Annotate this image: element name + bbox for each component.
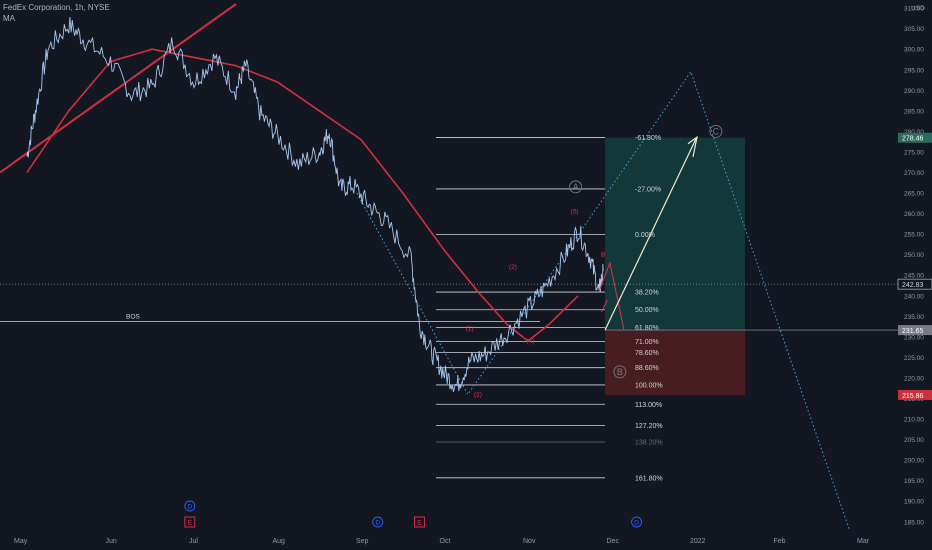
price-tick-label: 250.00 [904,252,924,259]
bos-label: BOS [126,314,140,321]
moving-average-line[interactable] [26,48,579,342]
price-tick-label: 230.00 [904,334,924,341]
price-tick-label: 220.00 [904,375,924,382]
fib-level-label: 50.00% [635,307,659,314]
wave-label: C [713,126,720,136]
wave-label: (1) [466,326,474,333]
price-tick-label: 305.00 [904,26,924,33]
time-tick-label: Jul [189,538,198,545]
price-tag-label: 242.83 [902,282,924,289]
time-tick-label: Jun [106,538,117,545]
time-tick-label: Sep [356,538,369,545]
price-tick-label: 195.00 [904,478,924,485]
forecast-path[interactable] [598,261,625,331]
time-tick-label: Oct [440,538,451,545]
event-label: D [187,504,192,511]
wave-label: (4) [527,338,535,345]
price-tick-label: 210.00 [904,417,924,424]
forecast-arrow[interactable] [604,138,697,331]
price-tag-label: 231.65 [902,328,924,335]
price-tag [897,278,932,290]
wave-connector [601,299,608,313]
time-tick-label: 2022 [690,538,706,545]
price-tick-label: 275.00 [904,149,924,156]
price-tag-label: 278.46 [902,136,924,143]
fib-level-label: 127.20% [635,423,663,430]
wave-label: B [601,252,605,259]
wave-label: (2) [509,264,517,271]
price-tick-label: 270.00 [904,170,924,177]
long-stop-zone[interactable] [605,330,745,395]
price-tick-label: 205.00 [904,437,924,444]
wave-label-circle [569,180,583,194]
price-tick-label: 260.00 [904,211,924,218]
price-tick-label: 265.00 [904,191,924,198]
event-label: E [417,520,422,527]
price-tick-label: 295.00 [904,67,924,74]
fib-level-label: 100.00% [635,382,663,389]
price-tag [898,132,932,143]
price-tick-label: 245.00 [904,273,924,280]
price-tick-label: 255.00 [904,232,924,239]
price-tick-label: 200.00 [904,458,924,465]
wave-label-circle [613,365,627,379]
price-tick-label: 225.00 [904,355,924,362]
wave-label: A [573,182,579,192]
earnings-event-icon[interactable] [184,516,196,528]
price-tick-label: 190.00 [904,499,924,506]
price-tick-label: 300.00 [904,47,924,54]
fib-level-label: 88.60% [635,365,659,372]
fib-level-label: 38.20% [635,290,659,297]
long-target-zone[interactable] [605,137,745,331]
event-label: E [188,520,193,527]
time-tick-label: Dec [607,538,620,545]
time-axis[interactable] [0,530,932,550]
fib-level-label: 78.60% [635,350,659,357]
dividend-event-icon[interactable] [631,516,642,528]
time-tick-label: Feb [774,538,786,545]
projection-line[interactable] [356,70,850,531]
time-tick-label: Nov [523,538,536,545]
time-tick-label: Aug [273,538,286,545]
fib-level-label: -61.80% [635,135,661,142]
dividend-event-icon[interactable] [184,500,196,512]
price-axis[interactable] [898,0,932,550]
price-tag [898,325,932,336]
wave-label-circle [709,124,723,138]
fib-level-label: 0.00% [635,232,655,239]
fib-level-label: 113.00% [635,402,662,409]
fib-level-label: 138.20% [635,440,663,447]
fib-level-label: 161.80% [635,475,663,482]
time-tick-label: May [14,538,28,545]
fib-level-label: 61.80% [635,325,659,332]
trend-line[interactable] [0,3,237,174]
price-tick-label: 240.00 [904,293,924,300]
fib-level-label: -27.00% [635,186,661,193]
price-tick-label: 280.00 [904,129,924,136]
price-tick-label: 285.00 [904,108,924,115]
forecast-arrow-head [687,135,698,157]
fib-level-label: 71.00% [635,339,659,346]
price-tick-label: 185.00 [904,519,924,526]
price-tag [898,389,932,400]
event-label: D [634,520,639,527]
dividend-event-icon[interactable] [372,516,384,528]
axis-unit: USD [911,5,925,12]
wave-label: (2) [474,391,482,398]
price-tag-label: 215.86 [902,393,924,400]
earnings-event-icon[interactable] [414,516,425,528]
wave-label: B [617,367,623,377]
wave-label: (5) [571,209,579,216]
indicator-label: MA [3,14,15,23]
price-line[interactable] [26,16,604,392]
price-tick-label: 290.00 [904,88,924,95]
symbol-title: FedEx Corporation, 1h, NYSE [3,3,110,12]
time-tick-label: Mar [857,538,870,545]
price-tick-label: 235.00 [904,314,924,321]
price-tick-label: 310.00 [904,6,924,13]
event-label: D [375,520,380,527]
